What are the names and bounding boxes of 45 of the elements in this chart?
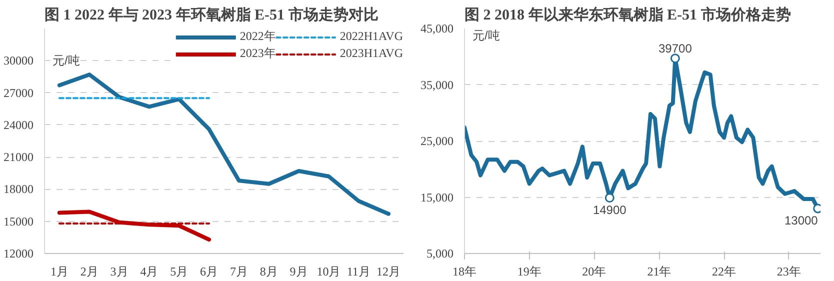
line-series [57,210,212,242]
x-tick-label: 2月 [80,264,98,278]
x-tick-label: 12月 [376,264,401,278]
x-tick-label: 4月 [140,264,158,278]
y-tick-label: 15,000 [420,190,454,204]
y-tick-label: 35,000 [420,78,454,92]
x-tick-label: 22年 [712,264,736,278]
y-axis-title: 元/吨 [52,54,80,68]
x-tick-label: 11月 [346,264,370,278]
annotation: 13000 [784,214,818,228]
x-tick-label: 9月 [290,264,308,278]
x-tick-label: 6月 [200,264,218,278]
y-tick-label: 45,000 [420,22,454,36]
x-tick-label: 3月 [110,264,128,278]
x-tick-label: 18年 [452,264,476,278]
x-tick-label: 23年 [776,264,801,278]
y-tick-label: 21000 [4,150,34,164]
y-tick-label: 18000 [4,182,34,196]
legend-label: 2023年 [240,45,276,62]
chart-title: 图 1 2022 年与 2023 年环氧树脂 E-51 市场走势对比 [44,6,378,24]
point [604,193,614,203]
x-tick-label: 21年 [647,264,672,278]
x-tick-label: 7月 [230,264,248,278]
line-series [57,72,391,216]
x-tick-label: 10月 [316,264,341,278]
chart-title: 图 2 2018 年以来华东环氧树脂 E-51 市场价格走势 [464,6,791,24]
y-tick-label: 25,000 [420,134,454,148]
x-tick-label: 8月 [260,264,278,278]
y-tick-label: 27000 [4,86,34,100]
point [670,54,680,64]
y-tick-label: 12000 [4,246,34,260]
legend-label: 2022年 [240,28,276,45]
y-tick-label: 15000 [4,214,34,228]
legend-label: 2022H1AVG [340,28,403,44]
y-tick-label: 30000 [4,54,34,68]
x-tick-label: 1月 [50,264,68,278]
x-tick-label: 5月 [170,264,188,278]
y-tick-label: 5,000 [426,246,454,260]
x-tick-label: 20年 [582,264,606,278]
legend-label: 2023H1AVG [340,46,403,62]
annotation: 14900 [592,202,627,217]
annotation: 39700 [658,41,692,56]
y-tick-label: 24000 [4,118,34,132]
x-tick-label: 19年 [517,264,542,278]
y-axis-title: 元/吨 [472,28,500,42]
